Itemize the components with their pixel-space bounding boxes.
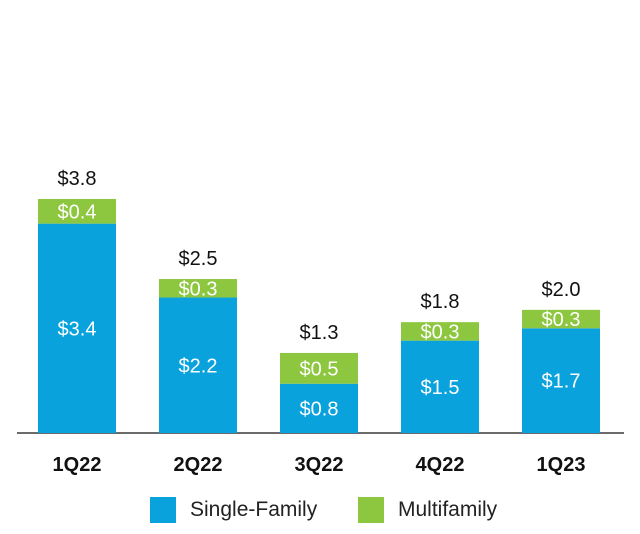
bar-segment-single-family-4q22 — [401, 340, 479, 433]
bar-segment-multifamily-2q22 — [159, 279, 237, 298]
data-label-single-family-4q22: $1.5 — [421, 377, 460, 399]
data-label-multifamily-2q22: $0.3 — [179, 278, 218, 300]
total-label-3q22: $1.3 — [300, 322, 339, 344]
x-tick-label-1q22: 1Q22 — [53, 454, 102, 476]
bar-segment-single-family-1q22 — [38, 223, 116, 433]
legend-item-single-family: Single-Family — [150, 497, 317, 523]
data-label-multifamily-4q22: $0.3 — [421, 321, 460, 343]
total-label-2q22: $2.5 — [179, 248, 218, 270]
data-label-single-family-1q23: $1.7 — [542, 371, 581, 393]
x-tick-label-2q22: 2Q22 — [174, 454, 223, 476]
legend-item-multifamily: Multifamily — [358, 497, 497, 523]
bar-segment-single-family-1q23 — [522, 328, 600, 433]
x-tick-label-4q22: 4Q22 — [416, 454, 465, 476]
bar-segment-multifamily-4q22 — [401, 322, 479, 341]
legend-label-single-family: Single-Family — [190, 498, 318, 521]
legend: Single-Family Multifamily — [0, 497, 640, 527]
bar-segment-multifamily-3q22 — [280, 352, 358, 384]
x-tick-label-3q22: 3Q22 — [295, 454, 344, 476]
bar-segment-single-family-3q22 — [280, 383, 358, 433]
data-label-multifamily-1q22: $0.4 — [58, 201, 97, 223]
legend-swatch-single-family — [150, 497, 176, 523]
data-label-multifamily-1q23: $0.3 — [542, 309, 581, 331]
data-label-multifamily-3q22: $0.5 — [300, 358, 339, 380]
bar-segment-multifamily-1q22 — [38, 199, 116, 224]
data-label-single-family-2q22: $2.2 — [179, 355, 218, 377]
legend-label-multifamily: Multifamily — [398, 498, 498, 521]
total-label-1q22: $3.8 — [58, 168, 97, 190]
data-label-single-family-3q22: $0.8 — [300, 398, 339, 420]
data-label-single-family-1q22: $3.4 — [58, 318, 97, 340]
legend-swatch-multifamily — [358, 497, 384, 523]
bar-segment-multifamily-1q23 — [522, 309, 600, 329]
total-label-4q22: $1.8 — [421, 291, 460, 313]
x-tick-label-1q23: 1Q23 — [537, 454, 586, 476]
bar-segment-single-family-2q22 — [159, 297, 237, 433]
total-label-1q23: $2.0 — [542, 279, 581, 301]
stacked-bar-chart: $3.4 $0.4 $3.8 1Q22 $2.2 $0.3 $2.5 2Q22 $0.8 $0.5… — [17, 168, 624, 476]
